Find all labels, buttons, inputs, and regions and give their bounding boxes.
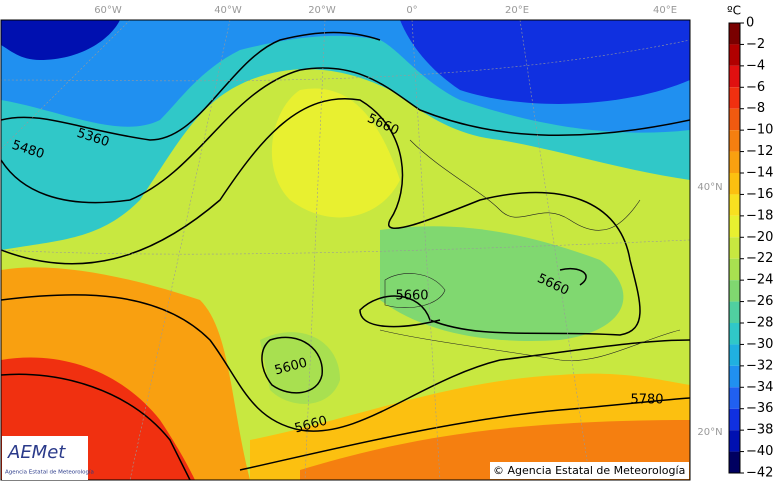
colorbar-tick-label: −26 (746, 294, 773, 309)
colorbar-segment (729, 344, 740, 366)
colorbar-tick-label: 0 (746, 16, 754, 31)
colorbar-tick-label: −2 (746, 37, 765, 52)
lon-label: 20°W (308, 5, 336, 16)
colorbar-tick-label: −40 (746, 444, 773, 459)
colorbar-segment (729, 194, 740, 216)
colorbar-segment (729, 451, 740, 473)
colorbar-tick-label: −18 (746, 208, 773, 223)
contour-label: 5780 (630, 393, 663, 408)
colorbar-segment (729, 280, 740, 302)
colorbar-tick-label: −8 (746, 101, 765, 116)
colorbar-tick-label: −42 (746, 466, 773, 481)
colorbar-tick-label: −14 (746, 166, 773, 181)
contour-label: 5660 (395, 289, 428, 304)
colorbar-tick-label: −36 (746, 401, 773, 416)
colorbar-segment (729, 173, 740, 195)
colorbar-segment (729, 215, 740, 238)
colorbar-segment (729, 430, 740, 452)
colorbar-segment (729, 323, 740, 345)
lon-label: 40°E (653, 5, 677, 16)
colorbar-segment (729, 65, 740, 88)
map (1, 20, 690, 480)
lon-label: 40°W (214, 5, 242, 16)
colorbar-segment (729, 237, 740, 259)
colorbar-segment (729, 365, 740, 388)
colorbar-segment (729, 301, 740, 323)
copyright: © Agencia Estatal de Meteorología (493, 464, 685, 477)
colorbar-tick-label: −28 (746, 316, 773, 331)
map-frame (0, 19, 691, 481)
colorbar-tick-label: −32 (746, 358, 773, 373)
colorbar-segment (729, 23, 740, 45)
colorbar-segment (729, 130, 740, 152)
colorbar-tick-label: −16 (746, 187, 773, 202)
colorbar-segment (729, 151, 740, 173)
colorbar-segment (729, 108, 740, 131)
copyright-box (490, 462, 689, 479)
lat-label: 40°N (697, 182, 722, 193)
colorbar-tick-label: −24 (746, 273, 773, 288)
colorbar-segment (729, 44, 740, 66)
colorbar-unit: ºC (727, 4, 741, 18)
colorbar-tick-label: −20 (746, 230, 773, 245)
logo-subtitle: Agencia Estatal de Meteorología (5, 469, 94, 476)
colorbar-segment (729, 387, 740, 409)
logo: AEMet Agencia Estatal de Meteorología (2, 436, 94, 480)
colorbar-tick-label: −38 (746, 423, 773, 438)
colorbar-frame (728, 22, 741, 474)
logo-name: AEMet (7, 442, 66, 463)
colorbar-tick-label: −22 (746, 251, 773, 266)
lon-label: 0° (406, 5, 417, 16)
colorbar-tick-label: −4 (746, 58, 765, 73)
colorbar-tick-label: −6 (746, 80, 765, 95)
lon-label: 60°W (94, 5, 122, 16)
colorbar-tick-label: −30 (746, 337, 773, 352)
lon-label: 20°E (505, 5, 529, 16)
lat-label: 20°N (697, 427, 722, 438)
colorbar-tick-label: −34 (746, 380, 773, 395)
colorbar-segment (729, 87, 740, 109)
colorbar-tick-label: −12 (746, 144, 773, 159)
colorbar-segment (729, 258, 740, 281)
colorbar-tick-label: −10 (746, 123, 773, 138)
colorbar-segment (729, 408, 740, 431)
